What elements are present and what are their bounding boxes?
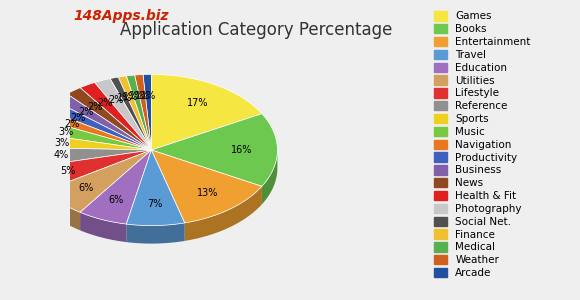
Text: 2%: 2%	[108, 95, 124, 105]
Polygon shape	[151, 74, 262, 150]
Polygon shape	[29, 150, 151, 191]
Polygon shape	[143, 74, 151, 150]
Text: 2%: 2%	[71, 113, 86, 123]
Polygon shape	[26, 148, 151, 167]
Text: 6%: 6%	[78, 183, 94, 193]
Text: 1%: 1%	[123, 92, 138, 102]
Polygon shape	[95, 79, 151, 150]
Polygon shape	[45, 150, 151, 212]
Polygon shape	[45, 101, 151, 150]
Text: 1%: 1%	[117, 93, 132, 103]
Polygon shape	[135, 75, 151, 150]
Polygon shape	[151, 150, 262, 223]
Text: 16%: 16%	[231, 145, 253, 155]
Polygon shape	[110, 77, 151, 150]
Text: 6%: 6%	[108, 195, 124, 205]
Text: 7%: 7%	[147, 200, 162, 209]
Polygon shape	[126, 223, 184, 244]
Text: 13%: 13%	[197, 188, 218, 198]
Polygon shape	[37, 109, 151, 150]
Polygon shape	[126, 150, 184, 226]
Polygon shape	[80, 212, 126, 242]
Text: 3%: 3%	[54, 138, 69, 148]
Text: Application Category Percentage: Application Category Percentage	[120, 21, 393, 39]
Polygon shape	[262, 151, 277, 204]
Text: 148Apps.biz: 148Apps.biz	[74, 9, 169, 23]
Polygon shape	[126, 75, 151, 150]
Polygon shape	[151, 114, 277, 186]
Text: 17%: 17%	[187, 98, 208, 108]
Polygon shape	[26, 133, 151, 150]
Text: 5%: 5%	[60, 166, 75, 176]
Legend: Games, Books, Entertainment, Travel, Education, Utilities, Lifestyle, Reference,: Games, Books, Entertainment, Travel, Edu…	[434, 11, 531, 278]
Polygon shape	[29, 167, 45, 209]
Text: 4%: 4%	[53, 150, 69, 161]
Polygon shape	[26, 150, 29, 185]
Polygon shape	[55, 94, 151, 150]
Text: 1%: 1%	[129, 91, 144, 101]
Text: 1%: 1%	[135, 91, 150, 101]
Polygon shape	[118, 76, 151, 150]
Polygon shape	[45, 191, 80, 230]
Text: 2%: 2%	[97, 98, 113, 108]
Polygon shape	[184, 186, 262, 241]
Polygon shape	[29, 118, 151, 150]
Polygon shape	[80, 150, 151, 224]
Text: 2%: 2%	[64, 119, 79, 129]
Text: 3%: 3%	[58, 127, 73, 137]
Text: 2%: 2%	[78, 107, 94, 117]
Text: 2%: 2%	[88, 102, 103, 112]
Text: 1%: 1%	[141, 91, 156, 100]
Polygon shape	[80, 82, 151, 150]
Polygon shape	[67, 88, 151, 150]
